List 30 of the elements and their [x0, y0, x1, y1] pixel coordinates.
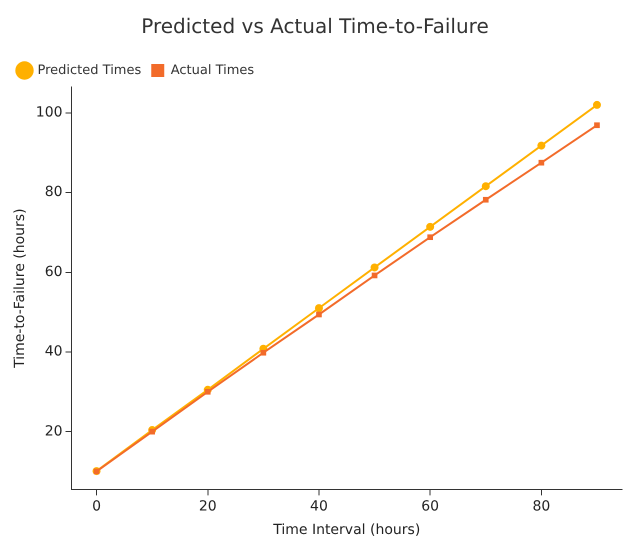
point	[538, 160, 544, 166]
x-axis-title: Time Interval (hours)	[272, 522, 420, 538]
x-tick-label: 80	[532, 498, 550, 514]
point	[482, 182, 490, 190]
point	[426, 222, 434, 231]
y-tick-label: 20	[44, 423, 63, 440]
point	[427, 234, 433, 240]
x-tick-label: 40	[310, 498, 328, 514]
point	[372, 272, 378, 278]
chart-title: Predicted vs Actual Time-to-Failure	[141, 14, 489, 38]
point	[592, 100, 601, 109]
x-tick-label: 20	[198, 498, 217, 514]
point	[314, 304, 323, 312]
legend-label: Actual Times	[170, 62, 254, 78]
point	[370, 263, 379, 272]
point	[149, 428, 155, 434]
point	[482, 196, 489, 203]
point	[594, 122, 600, 128]
y-tick-label: 100	[36, 104, 63, 121]
y-tick-label: 80	[44, 184, 63, 200]
point	[204, 388, 211, 395]
y-axis-title: Time-to-Failure (hours)	[12, 208, 28, 369]
y-tick-label: 60	[44, 264, 63, 280]
point	[537, 142, 546, 150]
x-tick-label: 60	[421, 498, 440, 514]
x-tick-label: 0	[92, 498, 102, 514]
legend-label: Predicted Times	[38, 62, 142, 78]
point	[316, 312, 322, 318]
point	[260, 350, 266, 356]
y-tick-label: 40	[44, 344, 63, 360]
